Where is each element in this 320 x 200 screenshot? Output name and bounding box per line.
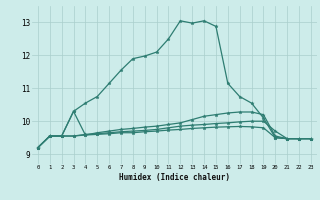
X-axis label: Humidex (Indice chaleur): Humidex (Indice chaleur)	[119, 173, 230, 182]
